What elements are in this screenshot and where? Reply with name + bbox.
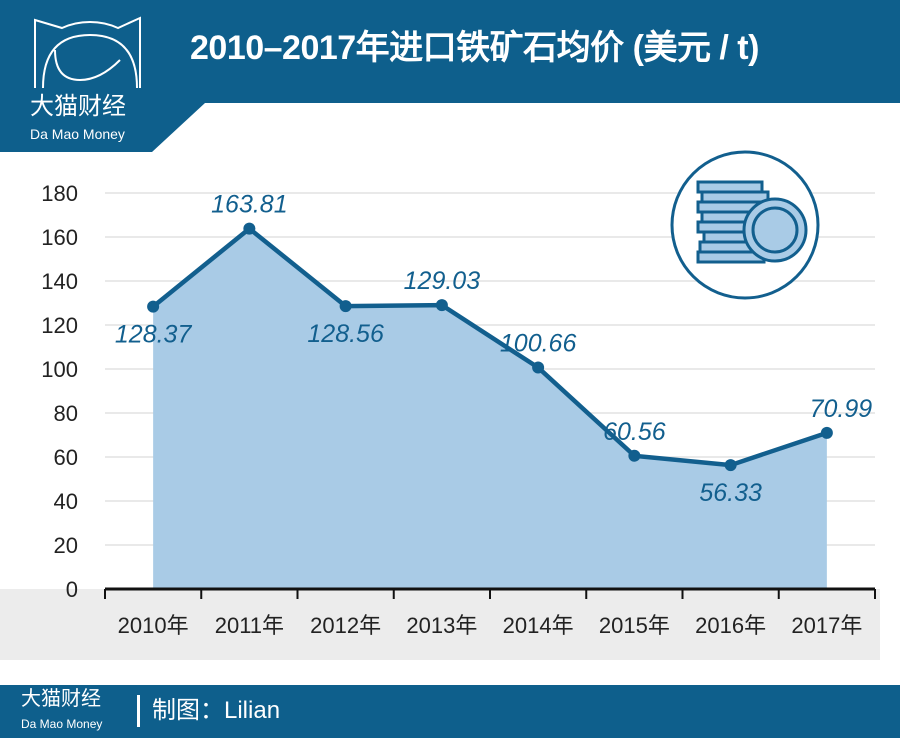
data-point <box>339 300 352 313</box>
x-axis-band <box>0 589 880 660</box>
data-label: 60.56 <box>603 418 666 446</box>
data-point <box>628 449 641 462</box>
y-tick-label: 140 <box>41 269 78 294</box>
data-point <box>820 426 833 439</box>
y-tick-label: 180 <box>41 181 78 206</box>
data-label: 100.66 <box>500 330 577 358</box>
x-tick-label: 2016年 <box>695 613 766 638</box>
data-point <box>147 300 160 313</box>
footer-logo-en: Da Mao Money <box>21 717 103 731</box>
x-tick-label: 2014年 <box>503 613 574 638</box>
data-label: 56.33 <box>699 479 762 507</box>
x-tick-label: 2017年 <box>791 613 862 638</box>
x-tick-label: 2013年 <box>406 613 477 638</box>
footer-bar: 大猫财经 Da Mao Money 制图：Lilian <box>0 685 900 738</box>
y-tick-label: 100 <box>41 357 78 382</box>
page-title: 2010–2017年进口铁矿石均价 (美元 / t) <box>190 29 759 67</box>
x-tick-label: 2010年 <box>118 613 189 638</box>
logo-text-en: Da Mao Money <box>30 126 125 142</box>
area-fill <box>153 228 827 590</box>
cat-logo-icon <box>34 16 141 89</box>
line-chart: 0 20 40 60 80 100 120 140 160 180 2010年 2011年 2012年 2… <box>0 150 880 660</box>
coin-stack-icon <box>670 150 820 300</box>
logo-text-cn: 大猫财经 <box>30 93 126 120</box>
footer-credit: 制图：Lilian <box>152 697 281 724</box>
y-tick-label: 60 <box>54 445 78 470</box>
data-point <box>724 459 737 472</box>
y-tick-label: 40 <box>54 489 78 514</box>
data-label: 128.56 <box>307 320 384 348</box>
y-tick-label: 120 <box>41 313 78 338</box>
y-tick-label: 0 <box>66 577 78 602</box>
x-tick-label: 2012年 <box>310 613 381 638</box>
y-tick-label: 160 <box>41 225 78 250</box>
data-point <box>243 222 256 235</box>
header-banner <box>0 0 900 152</box>
y-tick-label: 20 <box>54 533 78 558</box>
footer-divider <box>137 695 140 727</box>
x-tick-label: 2015年 <box>599 613 670 638</box>
data-label: 163.81 <box>211 191 287 219</box>
data-label: 129.03 <box>404 267 481 295</box>
footer-logo-cn: 大猫财经 <box>21 688 101 710</box>
data-label: 70.99 <box>810 395 873 423</box>
y-tick-label: 80 <box>54 401 78 426</box>
x-tick-label: 2011年 <box>215 613 284 638</box>
series-line <box>151 226 828 468</box>
data-point <box>532 361 545 374</box>
data-point <box>435 299 448 312</box>
data-label: 128.37 <box>115 321 193 349</box>
